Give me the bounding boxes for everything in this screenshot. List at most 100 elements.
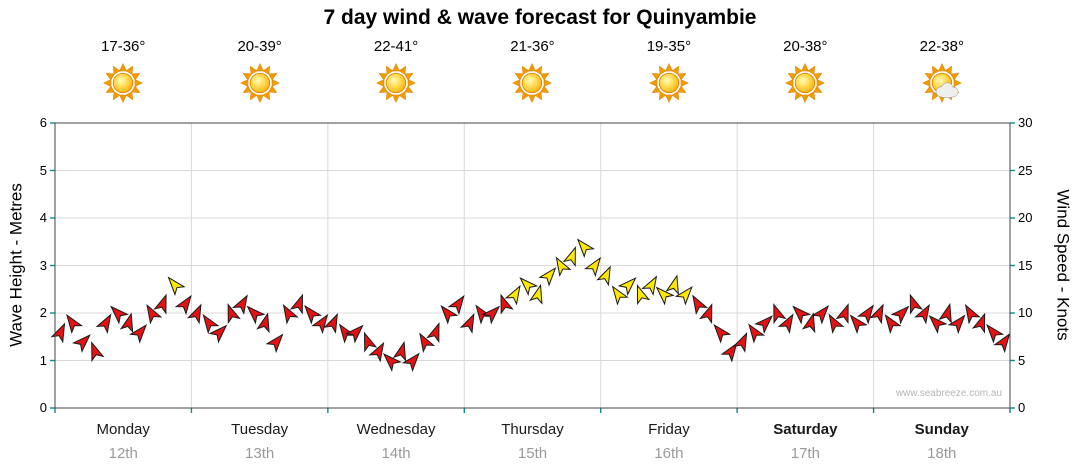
wind-arrow	[368, 341, 385, 363]
sun-icon	[191, 60, 327, 111]
day-label: Wednesday	[356, 421, 436, 438]
wind-arrow	[835, 303, 849, 325]
temperature-range: 22-41°	[373, 38, 419, 55]
wind-arrow	[323, 312, 338, 334]
wind-arrow	[91, 341, 105, 363]
temperature-range: 20-38°	[783, 38, 828, 55]
wind-arrow	[529, 283, 543, 305]
watermark: www.seabreeze.com.au	[895, 388, 1002, 399]
wind-arrow	[849, 314, 868, 335]
wind-arrow	[732, 331, 748, 353]
temperature-range: 22-38°	[919, 38, 964, 55]
wind-arrow	[692, 294, 709, 315]
sun-icon	[464, 60, 600, 111]
wind-axis-tick: 10	[1018, 305, 1033, 320]
wind-arrow	[938, 302, 952, 324]
wind-arrow	[792, 305, 812, 325]
sun-glyph	[376, 63, 417, 103]
wind-arrow	[246, 305, 266, 325]
day-date: 18th	[927, 445, 957, 462]
wind-arrow	[174, 294, 192, 316]
wind-arrow	[186, 303, 202, 325]
day-label: Thursday	[501, 421, 564, 438]
wind-arrow	[401, 352, 420, 373]
sun-glyph	[239, 63, 280, 103]
wind-arrow	[447, 294, 465, 316]
sun-glyph	[512, 63, 553, 103]
wave-axis-tick: 4	[39, 210, 47, 225]
sun-cloud-glyph	[921, 63, 962, 103]
sun-icon	[737, 60, 873, 111]
wind-arrow	[890, 305, 910, 325]
wind-arrow	[440, 304, 459, 325]
wind-axis-tick: 20	[1018, 210, 1033, 225]
wind-arrow	[208, 324, 228, 344]
wind-arrow	[66, 313, 84, 335]
wind-arrow	[538, 266, 557, 287]
wind-arrow	[555, 256, 572, 277]
sun-glyph	[785, 63, 826, 103]
day-label: Friday	[648, 421, 690, 438]
temperature-range: 19-35°	[646, 38, 692, 55]
wind-arrow	[50, 322, 66, 344]
wind-arrow	[282, 303, 299, 325]
wind-arrow	[636, 284, 651, 306]
wind-arrow	[828, 313, 845, 334]
wind-arrow	[777, 313, 794, 334]
day-label: Saturday	[773, 421, 838, 438]
sun-icon	[601, 60, 737, 111]
wind-arrow	[153, 293, 167, 315]
wind-arrow	[256, 312, 270, 334]
wind-arrow	[459, 312, 475, 334]
wind-arrow	[167, 276, 186, 297]
wind-arrow	[419, 332, 436, 353]
wind-arrow	[928, 315, 948, 334]
sun-icon	[55, 60, 191, 111]
wind-axis-tick: 25	[1018, 162, 1033, 178]
wind-arrow	[146, 303, 163, 325]
chart-title: 7 day wind & wave forecast for Quinyambi…	[323, 6, 757, 29]
sun-glyph	[103, 63, 144, 103]
wind-arrow	[964, 303, 981, 325]
wind-arrow	[426, 322, 440, 344]
wind-arrow	[304, 304, 323, 325]
wind-arrow	[641, 275, 658, 296]
wind-arrow	[811, 304, 830, 325]
temperature-range: 20-39°	[237, 38, 282, 55]
wind-arrow	[202, 313, 220, 335]
day-label: Sunday	[914, 421, 969, 438]
wind-arrow	[382, 353, 402, 372]
day-date: 16th	[654, 445, 684, 462]
wind-arrow	[993, 332, 1011, 354]
wind-arrow	[720, 342, 738, 363]
wind-arrow	[698, 303, 713, 325]
sun-cloud-icon	[874, 60, 1010, 111]
wind-arrow	[713, 323, 732, 344]
wind-arrow	[576, 238, 595, 259]
wind-wave-chart	[50, 122, 1015, 413]
wind-arrow	[364, 331, 378, 353]
day-date: 15th	[517, 445, 548, 462]
wind-axis-tick: 5	[1018, 352, 1026, 368]
wind-arrow	[884, 313, 902, 335]
wind-arrow	[748, 323, 766, 344]
right-axis-title: Wind Speed - Knots	[1053, 189, 1073, 341]
wind-arrow	[754, 315, 774, 334]
wind-arrow	[71, 334, 91, 353]
wind-arrow	[504, 284, 521, 306]
wind-arrow	[95, 313, 112, 334]
wind-arrow	[986, 323, 1005, 344]
wind-arrow	[947, 314, 966, 335]
wind-arrow	[665, 274, 679, 296]
wind-arrow	[914, 303, 930, 325]
wind-arrow	[801, 312, 816, 334]
day-date: 13th	[245, 445, 275, 462]
day-date: 17th	[790, 445, 820, 462]
wave-axis-tick: 6	[39, 115, 47, 130]
wave-axis-tick: 3	[39, 257, 47, 273]
wind-arrow	[909, 293, 924, 315]
wind-arrow	[265, 333, 284, 354]
plot-border	[54, 122, 1011, 409]
wind-arrow	[596, 265, 611, 287]
